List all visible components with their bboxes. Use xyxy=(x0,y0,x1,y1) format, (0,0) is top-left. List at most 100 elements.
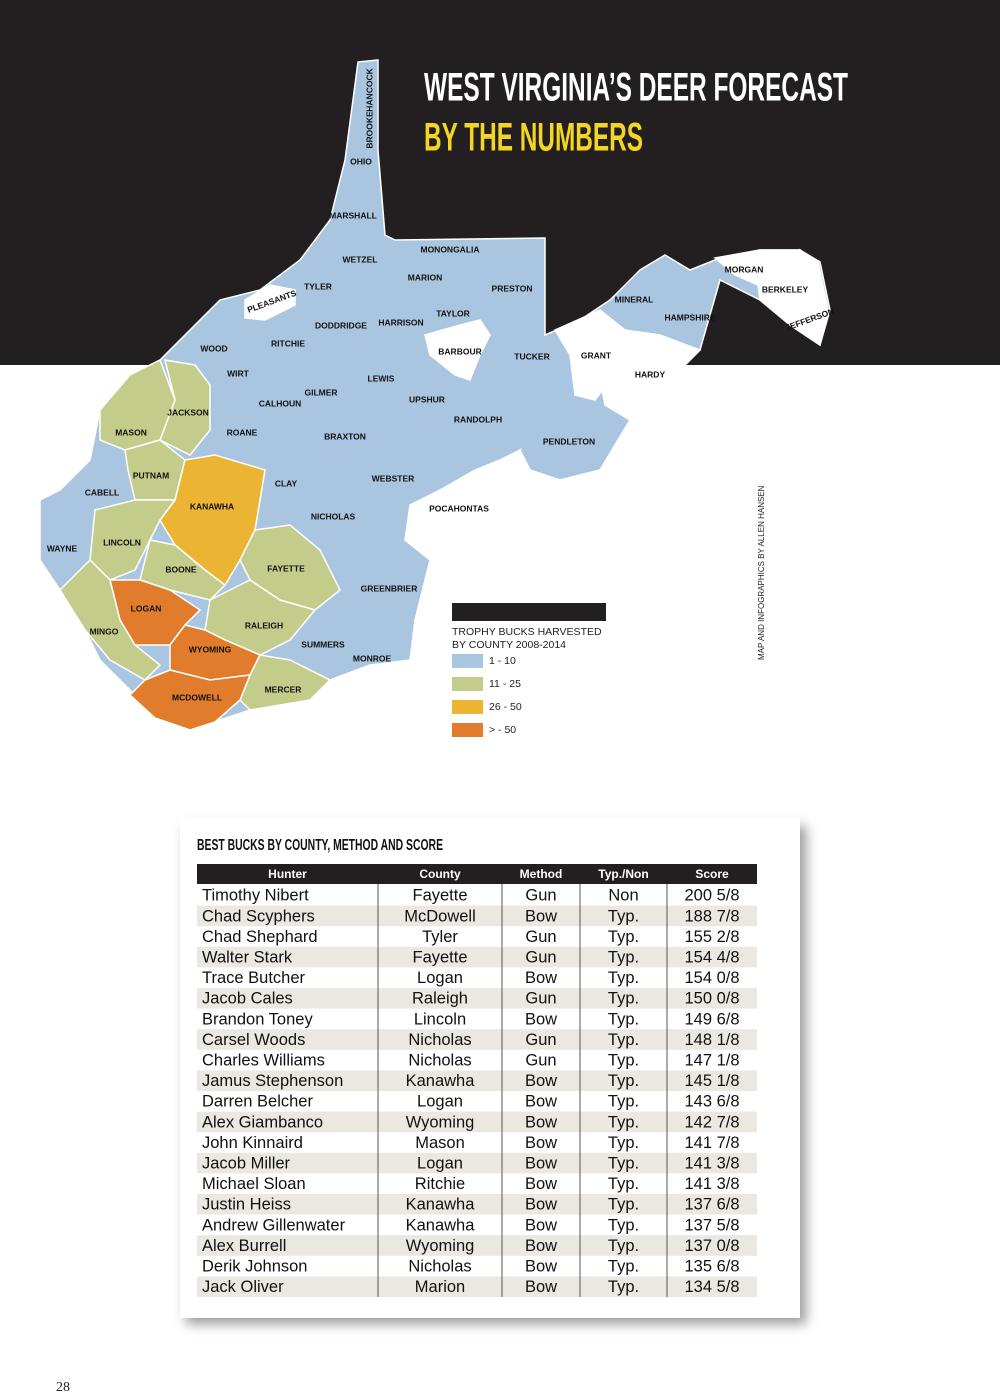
table-cell: Bow xyxy=(525,1010,557,1028)
table-cell: Typ. xyxy=(608,969,639,987)
table-cell: 142 7/8 xyxy=(684,1113,739,1131)
county-label: MASON xyxy=(115,427,147,437)
legend-swatch xyxy=(452,700,483,714)
county-label: UPSHUR xyxy=(409,394,445,404)
table: Hunter County Method Typ./Non Score Timothy N… xyxy=(197,864,757,1297)
county-label: LINCOLN xyxy=(103,537,141,547)
table-cell: 148 1/8 xyxy=(684,1031,739,1049)
table-cell: Gun xyxy=(525,1051,556,1069)
table-cell: Bow xyxy=(525,1154,557,1172)
table-cell: Bow xyxy=(525,907,557,925)
title: WEST VIRGINIA’S DEER FORECAST xyxy=(424,66,848,110)
table-cell: Gun xyxy=(525,948,556,966)
table-cell: Typ. xyxy=(608,1257,639,1275)
county-label: BROOKE xyxy=(364,111,374,149)
table-cell: Typ. xyxy=(608,1154,639,1172)
table-cell: Bow xyxy=(525,1237,557,1255)
table-cell: Typ. xyxy=(608,907,639,925)
county-label: KANAWHA xyxy=(190,501,234,511)
table-cell: Charles Williams xyxy=(202,1051,325,1069)
county-region xyxy=(239,654,332,711)
table-cell: Timothy Nibert xyxy=(202,887,309,905)
table-cell: Gun xyxy=(525,990,556,1008)
table-cell: Kanawha xyxy=(406,1196,476,1214)
legend-label: > - 50 xyxy=(489,724,516,736)
county-label: HANCOCK xyxy=(364,67,374,111)
credit: MAP AND INFOGRAPHICS BY ALLEN HANSEN xyxy=(757,485,766,660)
county-label: MINERAL xyxy=(615,294,654,304)
county-label: BARBOUR xyxy=(438,346,481,356)
row-shade xyxy=(197,1111,757,1133)
county-region xyxy=(59,558,162,681)
county-label: MARSHALL xyxy=(329,210,377,220)
table-cell: Bow xyxy=(525,1175,557,1193)
table-cell: Nicholas xyxy=(408,1257,471,1275)
county-label: WAYNE xyxy=(47,543,78,553)
table-cell: Typ. xyxy=(608,948,639,966)
table-cell: Typ. xyxy=(608,1196,639,1214)
row-shade xyxy=(197,1194,757,1215)
county-label: BERKELEY xyxy=(762,284,809,294)
county-label: NICHOLAS xyxy=(311,511,356,521)
table-cell: 137 5/8 xyxy=(684,1216,739,1234)
table-cell: Jamus Stephenson xyxy=(202,1072,343,1090)
legend-bar xyxy=(452,603,606,621)
county-label: MINGO xyxy=(90,626,119,636)
table-cell: Typ. xyxy=(608,1175,639,1193)
table-cell: Typ. xyxy=(608,1072,639,1090)
county-region xyxy=(99,358,176,451)
table-cell: 141 7/8 xyxy=(684,1134,739,1152)
county-label: TAYLOR xyxy=(436,308,470,318)
table-cell: McDowell xyxy=(404,907,476,925)
row-shade xyxy=(197,946,757,968)
table-cell: 137 0/8 xyxy=(684,1237,739,1255)
table-cell: Typ. xyxy=(608,1113,639,1131)
county-label: PRESTON xyxy=(492,283,533,293)
table-cell: Logan xyxy=(417,1154,463,1172)
county-label: POCAHONTAS xyxy=(429,503,489,513)
table-cell: Chad Scyphers xyxy=(202,907,315,925)
table-cell: Derik Johnson xyxy=(202,1257,307,1275)
county-label: BOONE xyxy=(165,564,197,574)
row-shade xyxy=(197,1276,757,1297)
table-cell: Bow xyxy=(525,1196,557,1214)
table-cell: Mason xyxy=(415,1134,465,1152)
table-cell: Ritchie xyxy=(415,1175,465,1193)
table-cell: Andrew Gillenwater xyxy=(202,1216,346,1234)
table-cell: Bow xyxy=(525,969,557,987)
column-header: Typ./Non xyxy=(598,867,648,881)
county-label: GREENBRIER xyxy=(361,583,418,593)
table-cell: Fayette xyxy=(412,887,467,905)
table-cell: Nicholas xyxy=(408,1031,471,1049)
county-label: PENDLETON xyxy=(543,436,595,446)
table-cell: Raleigh xyxy=(412,990,468,1008)
table-title: BEST BUCKS BY COUNTY, METHOD AND SCORE xyxy=(197,837,443,854)
table-cell: Typ. xyxy=(608,1093,639,1111)
table-cell: Bow xyxy=(525,1278,557,1296)
county-label: WETZEL xyxy=(343,254,378,264)
table-cell: John Kinnaird xyxy=(202,1134,303,1152)
table-cell: Walter Stark xyxy=(202,948,293,966)
table-cell: Bow xyxy=(525,1134,557,1152)
row-shade xyxy=(197,1235,757,1256)
table-cell: 155 2/8 xyxy=(684,928,739,946)
county-region xyxy=(244,284,296,321)
table-cell: Carsel Woods xyxy=(202,1031,305,1049)
legend-swatch xyxy=(452,723,483,737)
county-label: CABELL xyxy=(85,487,119,497)
row-shade xyxy=(197,1152,757,1174)
county-label: HAMPSHIRE xyxy=(664,312,715,322)
table-cell: Typ. xyxy=(608,1031,639,1049)
county-label: LEWIS xyxy=(368,373,395,383)
table-cell: Kanawha xyxy=(406,1216,476,1234)
table-card xyxy=(180,818,800,1318)
subtitle: BY THE NUMBERS xyxy=(424,116,643,160)
table-cell: 143 6/8 xyxy=(684,1093,739,1111)
county-label: FAYETTE xyxy=(267,563,305,573)
table-cell: Wyoming xyxy=(406,1113,475,1131)
row-shade xyxy=(197,905,757,927)
county-region xyxy=(424,319,491,381)
